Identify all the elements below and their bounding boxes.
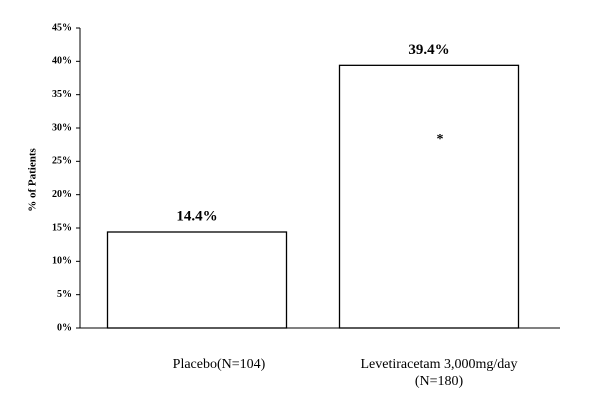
y-tick-label: 0%	[57, 322, 72, 333]
x-tick-label: Placebo(N=104)	[172, 357, 266, 372]
value-label: 39.4%	[408, 42, 449, 58]
y-tick-label: 20%	[52, 189, 72, 200]
y-tick-label: 45%	[52, 22, 72, 33]
value-label: 14.4%	[176, 208, 217, 224]
annotation: *	[437, 132, 444, 147]
bar	[106, 231, 288, 329]
y-tick-label: 25%	[52, 156, 72, 167]
y-tick-label: 40%	[52, 56, 72, 67]
bar	[338, 64, 520, 329]
y-tick-label: 15%	[52, 222, 72, 233]
y-tick-label: 30%	[52, 122, 72, 133]
y-tick-label: 10%	[52, 256, 72, 267]
y-axis-label: % of Patients	[27, 148, 39, 212]
y-tick-label: 5%	[57, 289, 72, 300]
y-tick-label: 35%	[52, 89, 72, 100]
x-tick-label: Levetiracetam 3,000mg/day (N=180)	[360, 357, 518, 389]
